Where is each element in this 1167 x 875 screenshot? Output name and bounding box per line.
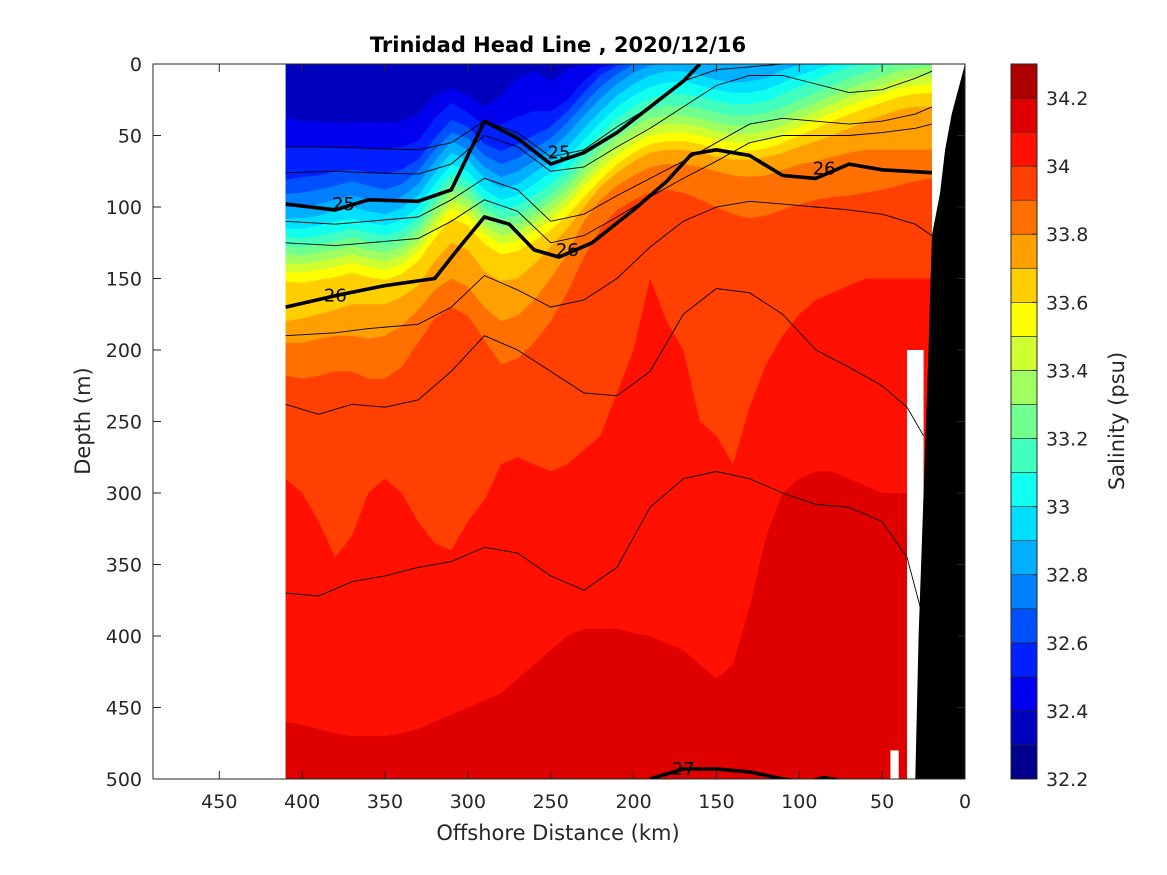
x-tick-label: 50: [870, 791, 894, 813]
thin-contour-0: [285, 64, 932, 158]
colorbar-swatch: [1010, 370, 1038, 405]
colorbar: 32.2 32.4 32.6 32.8 33 33.2 33.4 33.6 33.8 34 34.2: [1010, 63, 1088, 791]
colorbar-frame: [1010, 63, 1038, 780]
colorbar-swatch: [1010, 744, 1038, 780]
x-tick-label: 300: [450, 791, 486, 813]
colorbar-swatch: [1010, 336, 1038, 371]
y-tick-label: 350: [106, 555, 142, 577]
colorbar-tick-label: 32.8: [1046, 565, 1088, 587]
plot-area: 25 25 26 26 26 27: [152, 63, 966, 780]
contour-label-5: 27: [672, 759, 695, 780]
colorbar-swatch: [1010, 165, 1038, 201]
colorbar-tick-label: 33.6: [1046, 292, 1088, 314]
x-axis: 450 400 350 300 250 200 150 100 50 0: [201, 64, 971, 813]
x-axis-label: Offshore Distance (km): [436, 821, 679, 845]
y-tick-label: 150: [106, 269, 142, 291]
thin-contour-5: [285, 288, 924, 437]
colorbar-swatch: [1010, 97, 1038, 133]
no-data-gap-1: [890, 750, 899, 779]
colorbar-tick-label: 33: [1046, 497, 1070, 519]
colorbar-tick-label: 32.6: [1046, 633, 1088, 655]
colorbar-swatch: [1010, 63, 1038, 99]
thin-contour-1: [285, 70, 933, 175]
x-tick-label: 0: [959, 791, 971, 813]
x-tick-label: 450: [201, 791, 237, 813]
contour-label-2: 26: [324, 286, 347, 307]
colorbar-swatch: [1010, 472, 1038, 507]
thin-contour-4: [285, 200, 933, 337]
x-tick-label: 350: [367, 791, 403, 813]
y-axis: 0 50 100 150 200 250 300 350 400 450 500: [106, 54, 965, 791]
colorbar-tick-label: 32.2: [1046, 769, 1088, 791]
y-tick-label: 450: [106, 698, 142, 720]
density-contour-27: [649, 767, 841, 779]
contour-label-1: 25: [548, 143, 571, 164]
colorbar-swatch: [1010, 199, 1038, 235]
density-contour-26: [285, 148, 933, 309]
x-tick-label: 200: [615, 791, 651, 813]
colorbar-tick-label: 34.2: [1046, 88, 1088, 110]
y-tick-label: 400: [106, 626, 142, 648]
y-tick-label: 100: [106, 197, 142, 219]
x-tick-label: 100: [781, 791, 817, 813]
bathymetry-shape: [915, 64, 965, 779]
contour-label-4: 26: [813, 158, 836, 179]
colorbar-swatch: [1010, 404, 1038, 439]
colorbar-label: Salinity (psu): [1105, 352, 1129, 490]
contour-label-0: 25: [332, 194, 355, 215]
colorbar-swatch: [1010, 608, 1038, 644]
colorbar-swatch: [1010, 506, 1038, 541]
colorbar-swatch: [1010, 676, 1038, 712]
x-tick-label: 250: [533, 791, 569, 813]
colorbar-swatch: [1010, 233, 1038, 269]
colorbar-swatch: [1010, 710, 1038, 746]
colorbar-swatch: [1010, 302, 1038, 337]
y-tick-label: 250: [106, 412, 142, 434]
density-contour-25: [285, 64, 702, 212]
colorbar-tick-label: 32.4: [1046, 701, 1088, 723]
x-tick-label: 150: [698, 791, 734, 813]
density-contours: 25 25 26 26 26 27: [285, 64, 933, 780]
bathymetry: [915, 64, 965, 779]
colorbar-swatch: [1010, 540, 1038, 576]
y-tick-label: 500: [106, 769, 142, 791]
thin-contour-2: [285, 106, 933, 225]
colorbar-swatch: [1010, 574, 1038, 610]
y-tick-label: 50: [118, 126, 142, 148]
colorbar-tick-label: 33.2: [1046, 429, 1088, 451]
contour-label-3: 26: [556, 240, 579, 261]
y-tick-label: 0: [130, 54, 142, 76]
y-tick-label: 300: [106, 483, 142, 505]
thin-contour-6: [285, 471, 921, 608]
colorbar-swatch: [1010, 438, 1038, 473]
colorbar-tick-label: 33.8: [1046, 224, 1088, 246]
y-axis-label: Depth (m): [71, 367, 95, 474]
salinity-fill-layers: [285, 64, 932, 779]
salinity-layer-18: [285, 471, 932, 779]
thin-contour-3: [285, 123, 933, 247]
x-tick-label: 400: [284, 791, 320, 813]
colorbar-swatch: [1010, 267, 1038, 303]
colorbar-swatch: [1010, 131, 1038, 167]
colorbar-tick-label: 33.4: [1046, 360, 1088, 382]
colorbar-tick-label: 34: [1046, 156, 1070, 178]
y-tick-label: 200: [106, 340, 142, 362]
colorbar-swatch: [1010, 642, 1038, 678]
chart-title: Trinidad Head Line , 2020/12/16: [370, 33, 746, 57]
